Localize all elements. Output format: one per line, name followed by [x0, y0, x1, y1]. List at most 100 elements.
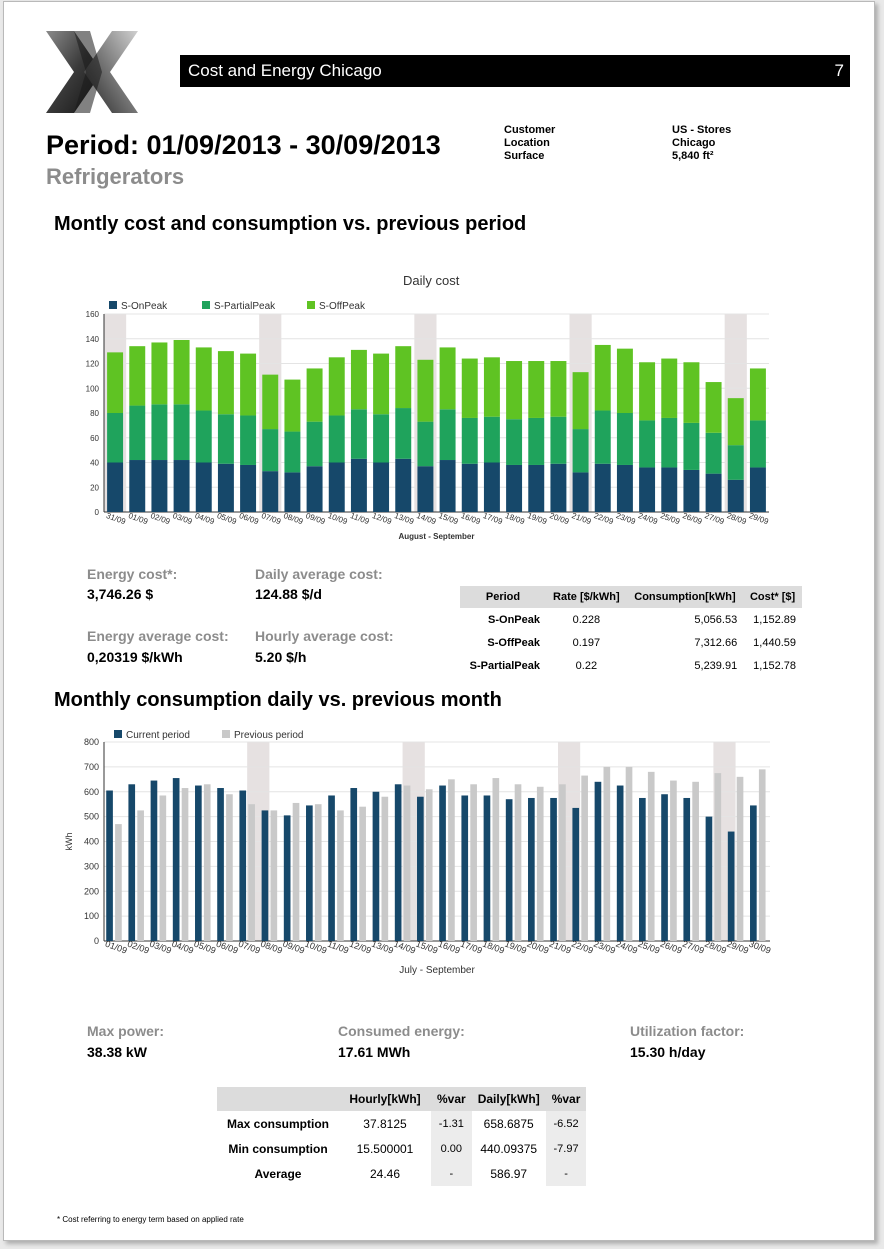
bar-s-offpeak [550, 361, 567, 417]
bar-s-onpeak [262, 471, 279, 512]
bar-s-onpeak [217, 463, 234, 512]
energy-average-value: 0,20319 $/kWh [87, 649, 183, 665]
legend-label: S-OffPeak [319, 301, 366, 312]
bar-s-onpeak [284, 472, 301, 512]
y-tick-label: 0 [94, 936, 99, 946]
bar-s-partialpeak [173, 404, 190, 461]
bar-previous-period [625, 766, 633, 941]
bar-s-offpeak [661, 358, 678, 418]
cons-hourly: 37.8125 [363, 1116, 407, 1131]
bar-s-partialpeak [129, 405, 146, 461]
y-axis-title: kWh [64, 833, 74, 851]
x-tick-label: 14/09 [415, 511, 437, 526]
max-power-label: Max power: [87, 1023, 165, 1039]
bar-s-partialpeak [727, 445, 744, 480]
rate-consumption: 5,056.53 [694, 613, 738, 626]
x-tick-label: 21/09 [570, 511, 592, 526]
bar-previous-period [670, 780, 677, 941]
y-tick-label: 100 [84, 911, 99, 921]
max-power-value: 38.38 kW [87, 1044, 147, 1060]
bar-s-partialpeak [195, 410, 212, 463]
utilization-factor-label: Utilization factor: [630, 1023, 745, 1039]
y-tick-label: 120 [86, 360, 100, 369]
bar-s-partialpeak [328, 415, 345, 463]
cons-daily: 658.6875 [483, 1116, 534, 1131]
bar-previous-period [536, 786, 544, 941]
consumed-energy-value: 17.61 MWh [338, 1044, 411, 1060]
bar-current-period [283, 815, 291, 941]
bar-s-offpeak [284, 379, 301, 432]
bar-current-period [128, 784, 136, 941]
rate-table: Period Rate [$/kWh] Consumption[kWh] Cos… [460, 586, 802, 677]
bar-s-onpeak [749, 467, 766, 512]
bar-s-partialpeak [749, 420, 766, 468]
bar-current-period [394, 784, 402, 941]
bar-s-onpeak [151, 460, 168, 512]
x-axis-title: July - September [399, 965, 475, 976]
cons-hourly: 15.500001 [356, 1141, 414, 1156]
bar-s-offpeak [639, 362, 656, 421]
bar-s-offpeak [173, 339, 190, 405]
bar-s-onpeak [594, 463, 611, 512]
x-tick-label: 27/09 [703, 511, 725, 526]
report-page: Cost and Energy Chicago 7 Period: 01/09/… [3, 1, 875, 1241]
bar-current-period [350, 788, 358, 941]
bar-previous-period [359, 806, 366, 941]
bar-s-partialpeak [217, 414, 234, 464]
bar-previous-period [314, 804, 322, 941]
legend-label: Current period [126, 730, 190, 741]
bar-current-period [616, 785, 624, 941]
daily-cost-chart: 0 20 40 60 80 100 120 140 160 31/09 01/09 02/09 03/0… [86, 301, 770, 541]
table-row: Average 24.46 - 586.97 - [217, 1161, 587, 1186]
x-tick-label: 11/09 [349, 511, 371, 526]
bar-s-onpeak [727, 479, 744, 512]
y-tick-label: 500 [84, 812, 99, 822]
consumption-table: Hourly[kWh] %var Daily[kWh] %var Max con… [217, 1087, 587, 1186]
bar-s-onpeak [107, 462, 124, 512]
cons-header-hourly: Hourly[kWh] [339, 1087, 431, 1111]
bar-s-offpeak [439, 347, 456, 410]
bar-s-partialpeak [350, 409, 367, 459]
bar-current-period [150, 780, 158, 941]
y-tick-label: 60 [90, 434, 99, 443]
energy-cost-label: Energy cost*: [87, 566, 178, 582]
x-tick-label: 06/09 [238, 511, 260, 526]
rate-value: 0.228 [572, 613, 601, 626]
bar-previous-period [292, 802, 300, 941]
cons-hourly-var: -1.31 [431, 1111, 472, 1136]
bar-s-onpeak [506, 464, 523, 512]
daily-average-value: 124.88 $/d [255, 586, 322, 602]
bar-previous-period [581, 775, 588, 941]
y-tick-label: 160 [86, 310, 100, 319]
bar-s-partialpeak [616, 413, 633, 465]
rate-table-header: Period Rate [$/kWh] Consumption[kWh] Cos… [460, 586, 802, 608]
x-tick-label: 03/09 [171, 511, 193, 526]
bar-s-onpeak [661, 467, 678, 512]
legend-label: S-OnPeak [121, 301, 168, 312]
bar-s-onpeak [483, 462, 500, 512]
bar-previous-period [647, 771, 655, 941]
bar-previous-period [692, 781, 699, 941]
bar-s-offpeak [195, 347, 212, 411]
footnote: * Cost referring to energy term based on… [57, 1215, 244, 1224]
table-row: S-OnPeak 0.228 5,056.53 1,152.89 [460, 608, 802, 631]
legend-swatch [222, 730, 230, 738]
bar-s-offpeak [727, 398, 744, 446]
bar-s-offpeak [461, 358, 478, 418]
table-row: Max consumption 37.8125 -1.31 658.6875 -… [217, 1111, 587, 1136]
bar-s-partialpeak [417, 421, 434, 467]
bar-s-offpeak [306, 368, 323, 422]
x-tick-label: 01/09 [127, 511, 149, 526]
hourly-average-label: Hourly average cost: [255, 628, 394, 644]
y-tick-label: 100 [86, 384, 100, 393]
x-tick-label: 07/09 [260, 511, 282, 526]
utilization-factor-value: 15.30 h/day [630, 1044, 706, 1060]
cons-hourly: 24.46 [369, 1166, 401, 1181]
bar-s-partialpeak [373, 414, 390, 463]
bar-previous-period [736, 776, 744, 941]
table-row: S-PartialPeak 0.22 5,239.91 1,152.78 [460, 654, 802, 677]
x-tick-label: 20/09 [548, 511, 570, 526]
x-tick-label: 10/09 [327, 511, 349, 526]
bar-current-period [106, 790, 113, 941]
x-tick-label: 26/09 [681, 511, 703, 526]
